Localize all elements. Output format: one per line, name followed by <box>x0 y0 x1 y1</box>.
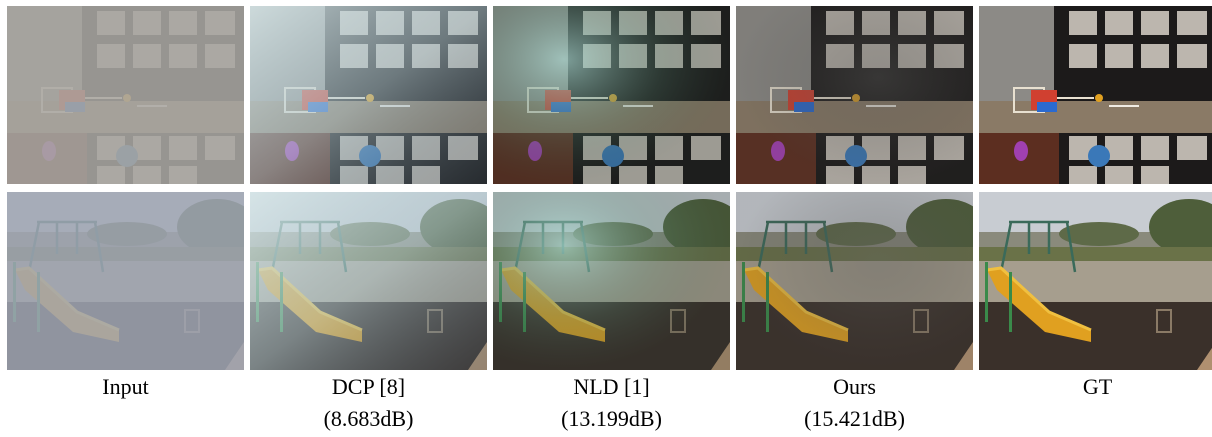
input-image-playground <box>7 192 244 370</box>
caption-dcp: DCP [8] (8.683dB) <box>250 371 487 435</box>
caption-label: GT <box>1082 374 1113 399</box>
caption-input: Input <box>7 371 244 403</box>
ours-image-playground <box>736 192 973 370</box>
gt-image-playground <box>979 192 1212 370</box>
caption-label: Ours <box>833 374 876 399</box>
gt-image-indoor <box>979 6 1212 184</box>
caption-ours: Ours (15.421dB) <box>736 371 973 435</box>
caption-gt: GT <box>979 371 1212 403</box>
caption-nld: NLD [1] (13.199dB) <box>493 371 730 435</box>
caption-psnr: (8.683dB) <box>323 406 414 431</box>
caption-psnr: (15.421dB) <box>804 406 905 431</box>
input-image-indoor <box>7 6 244 184</box>
dcp-image-indoor <box>250 6 487 184</box>
nld-image-playground <box>493 192 730 370</box>
ours-image-indoor <box>736 6 973 184</box>
dcp-image-playground <box>250 192 487 370</box>
nld-image-indoor <box>493 6 730 184</box>
caption-label: DCP [8] <box>331 374 406 399</box>
caption-label: Input <box>102 374 149 399</box>
caption-label: NLD [1] <box>573 374 650 399</box>
caption-psnr: (13.199dB) <box>561 406 662 431</box>
